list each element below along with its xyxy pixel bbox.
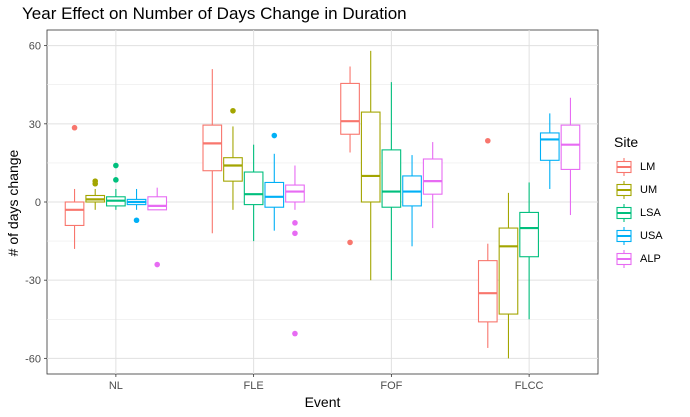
y-tick-label: -30 [25,275,41,287]
legend-title: Site [614,134,639,150]
box-alp-fle [285,165,305,337]
box-lsa-flcc [519,182,539,320]
box-alp-nl [147,187,168,268]
outlier-point [92,178,99,184]
legend-item-alp: ALP [614,247,663,270]
box-iqr [477,260,498,323]
legend-label: ALP [640,252,661,265]
outlier-point [113,162,119,169]
box-iqr [223,157,243,182]
chart-title: Year Effect on Number of Days Change in … [22,4,407,23]
box-alp-fof [422,142,443,229]
box-iqr [285,184,305,203]
outlier-point [292,220,298,226]
box-iqr [243,171,264,206]
box-um-flcc [498,192,519,359]
box-iqr [381,149,402,208]
legend-label: LSA [640,206,661,219]
legend-item-lsa: LSA [614,201,663,224]
outlier-point [271,132,278,139]
legend-key [616,180,632,199]
y-axis: -60 -30 0 30 60 [25,41,47,365]
legend-item-um: UM [614,178,663,201]
legend-label: LM [640,160,656,173]
legend-key [616,226,632,245]
box-iqr [519,211,539,258]
legend-key [616,249,632,268]
box-iqr [202,124,223,172]
box-iqr [64,201,85,227]
x-tick-label: FOF [380,380,402,392]
y-tick-label: 30 [29,119,41,131]
box-usa-nl [126,188,147,224]
box-lm-nl [64,124,85,249]
box-lsa-nl [106,162,126,210]
box-lsa-fle [243,144,264,242]
outlier-point [230,107,236,114]
box-iqr [147,196,168,211]
legend-items: LM UM LSA USA ALP [614,155,663,270]
box-lm-fof [340,66,360,246]
outlier-point [154,261,160,268]
y-axis-label: # of days change [5,149,21,257]
y-tick-label: 60 [29,41,41,53]
legend-label: USA [640,229,663,242]
box-iqr [498,227,519,315]
box-usa-fof [402,155,422,247]
legend-key [616,203,632,222]
box-lm-fle [202,69,223,234]
boxplot-marks [64,50,581,359]
box-usa-flcc [539,113,560,189]
x-tick-label: NL [109,380,123,392]
box-usa-fle [264,132,285,231]
outlier-point [292,230,298,237]
box-lm-flcc [477,137,498,348]
box-um-nl [85,178,106,210]
box-iqr [360,111,381,203]
x-axis: NL FLE FOF FLCC [109,374,544,392]
legend-key [616,157,632,176]
box-alp-flcc [560,97,581,216]
outlier-point [133,217,140,224]
legend-label: UM [640,183,658,196]
box-iqr [560,124,581,170]
x-tick-label: FLCC [515,380,544,392]
outlier-point [485,137,491,144]
box-iqr [539,132,560,161]
box-um-fle [223,107,243,210]
outlier-point [347,239,353,246]
box-lsa-fof [381,82,402,281]
y-tick-label: -60 [25,353,41,365]
x-tick-label: FLE [244,380,264,392]
outlier-point [71,124,78,131]
legend-item-lm: LM [614,155,663,178]
legend: Site LM UM LSA USA ALP [614,134,663,270]
outlier-point [113,177,119,183]
box-iqr [422,158,443,195]
box-um-fof [360,50,381,281]
box-iqr [340,82,360,135]
outlier-point [292,330,298,337]
box-iqr [264,181,285,208]
legend-item-usa: USA [614,224,663,247]
x-axis-label: Event [304,394,341,410]
y-tick-label: 0 [35,197,41,209]
